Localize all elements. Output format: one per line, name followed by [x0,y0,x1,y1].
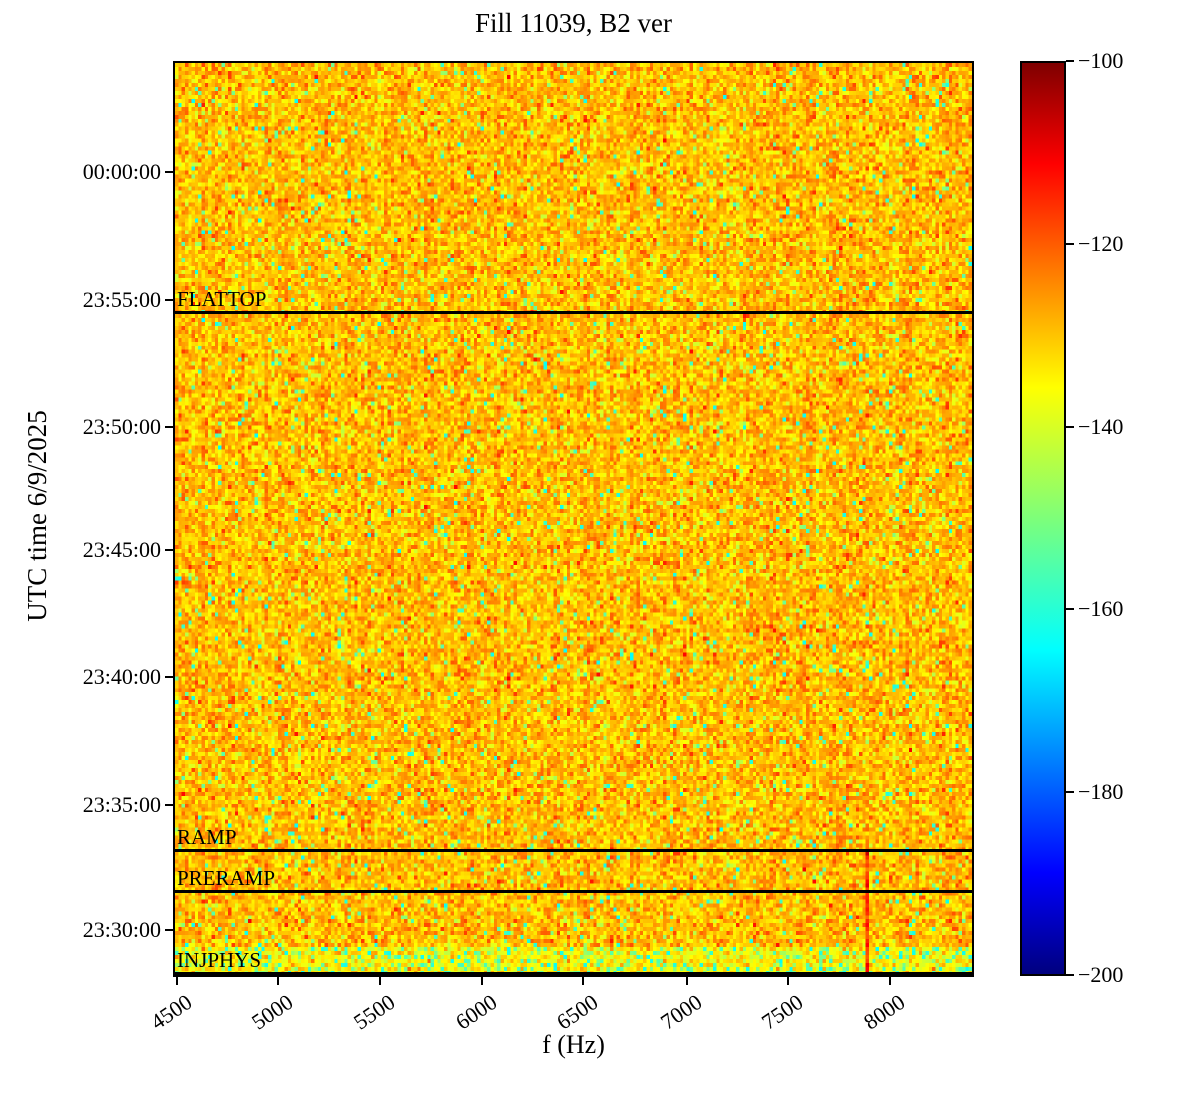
x-axis-label: f (Hz) [542,1030,605,1059]
colorbar-tick-label: −200 [1078,962,1124,987]
beam-mode-label-injphys: INJPHYS [177,948,262,972]
x-tick-mark [378,977,381,985]
colorbar [1020,61,1066,976]
y-tick-mark [165,675,173,678]
colorbar-tick-label: −140 [1078,413,1124,439]
plot-area: FLATTOP RAMP PRERAMP INJPHYS [173,61,974,977]
beam-mode-line-ramp [175,849,972,852]
x-tick-mark [481,977,484,985]
beam-mode-line-flattop [175,311,972,315]
colorbar-tick-label: −180 [1078,779,1124,805]
y-tick-label: 23:55:00 [82,287,161,313]
beam-mode-line-injphys [175,972,972,975]
colorbar-tick-mark [1066,242,1074,245]
y-tick-mark [165,929,173,932]
beam-mode-line-preramp [175,889,972,893]
colorbar-tick-mark [1066,425,1074,428]
y-tick-mark [165,549,173,552]
x-tick-mark [888,977,891,985]
x-tick-mark [787,977,790,985]
colorbar-tick-label: −100 [1078,48,1124,73]
y-tick-mark [165,803,173,806]
x-tick-mark [276,977,279,985]
x-tick-mark [686,977,689,985]
colorbar-tick-mark [1066,608,1074,611]
x-tick-mark [582,977,585,985]
colorbar-tick-mark [1066,974,1074,976]
y-tick-label: 00:00:00 [82,158,161,184]
chart-title: Fill 11039, B2 ver [474,8,672,38]
y-tick-label: 23:35:00 [82,791,161,817]
colorbar-tick-mark [1066,60,1074,62]
beam-mode-label-preramp: PRERAMP [177,865,276,890]
y-tick-mark [165,426,173,429]
beam-mode-label-ramp: RAMP [177,825,237,849]
y-tick-label: 23:45:00 [82,537,161,563]
beam-mode-label-flattop: FLATTOP [177,287,267,312]
colorbar-tick-label: −160 [1078,596,1124,622]
y-tick-label: 23:50:00 [82,414,161,440]
y-tick-mark [165,170,173,173]
colorbar-tick-label: −120 [1078,230,1124,256]
y-axis-label: UTC time 6/9/2025 [22,410,52,622]
y-tick-mark [165,299,173,302]
x-tick-mark [176,977,178,985]
colorbar-tick-mark [1066,791,1074,794]
y-tick-label: 23:30:00 [82,917,161,943]
spectrogram-heatmap [175,63,972,975]
y-tick-label: 23:40:00 [82,663,161,689]
